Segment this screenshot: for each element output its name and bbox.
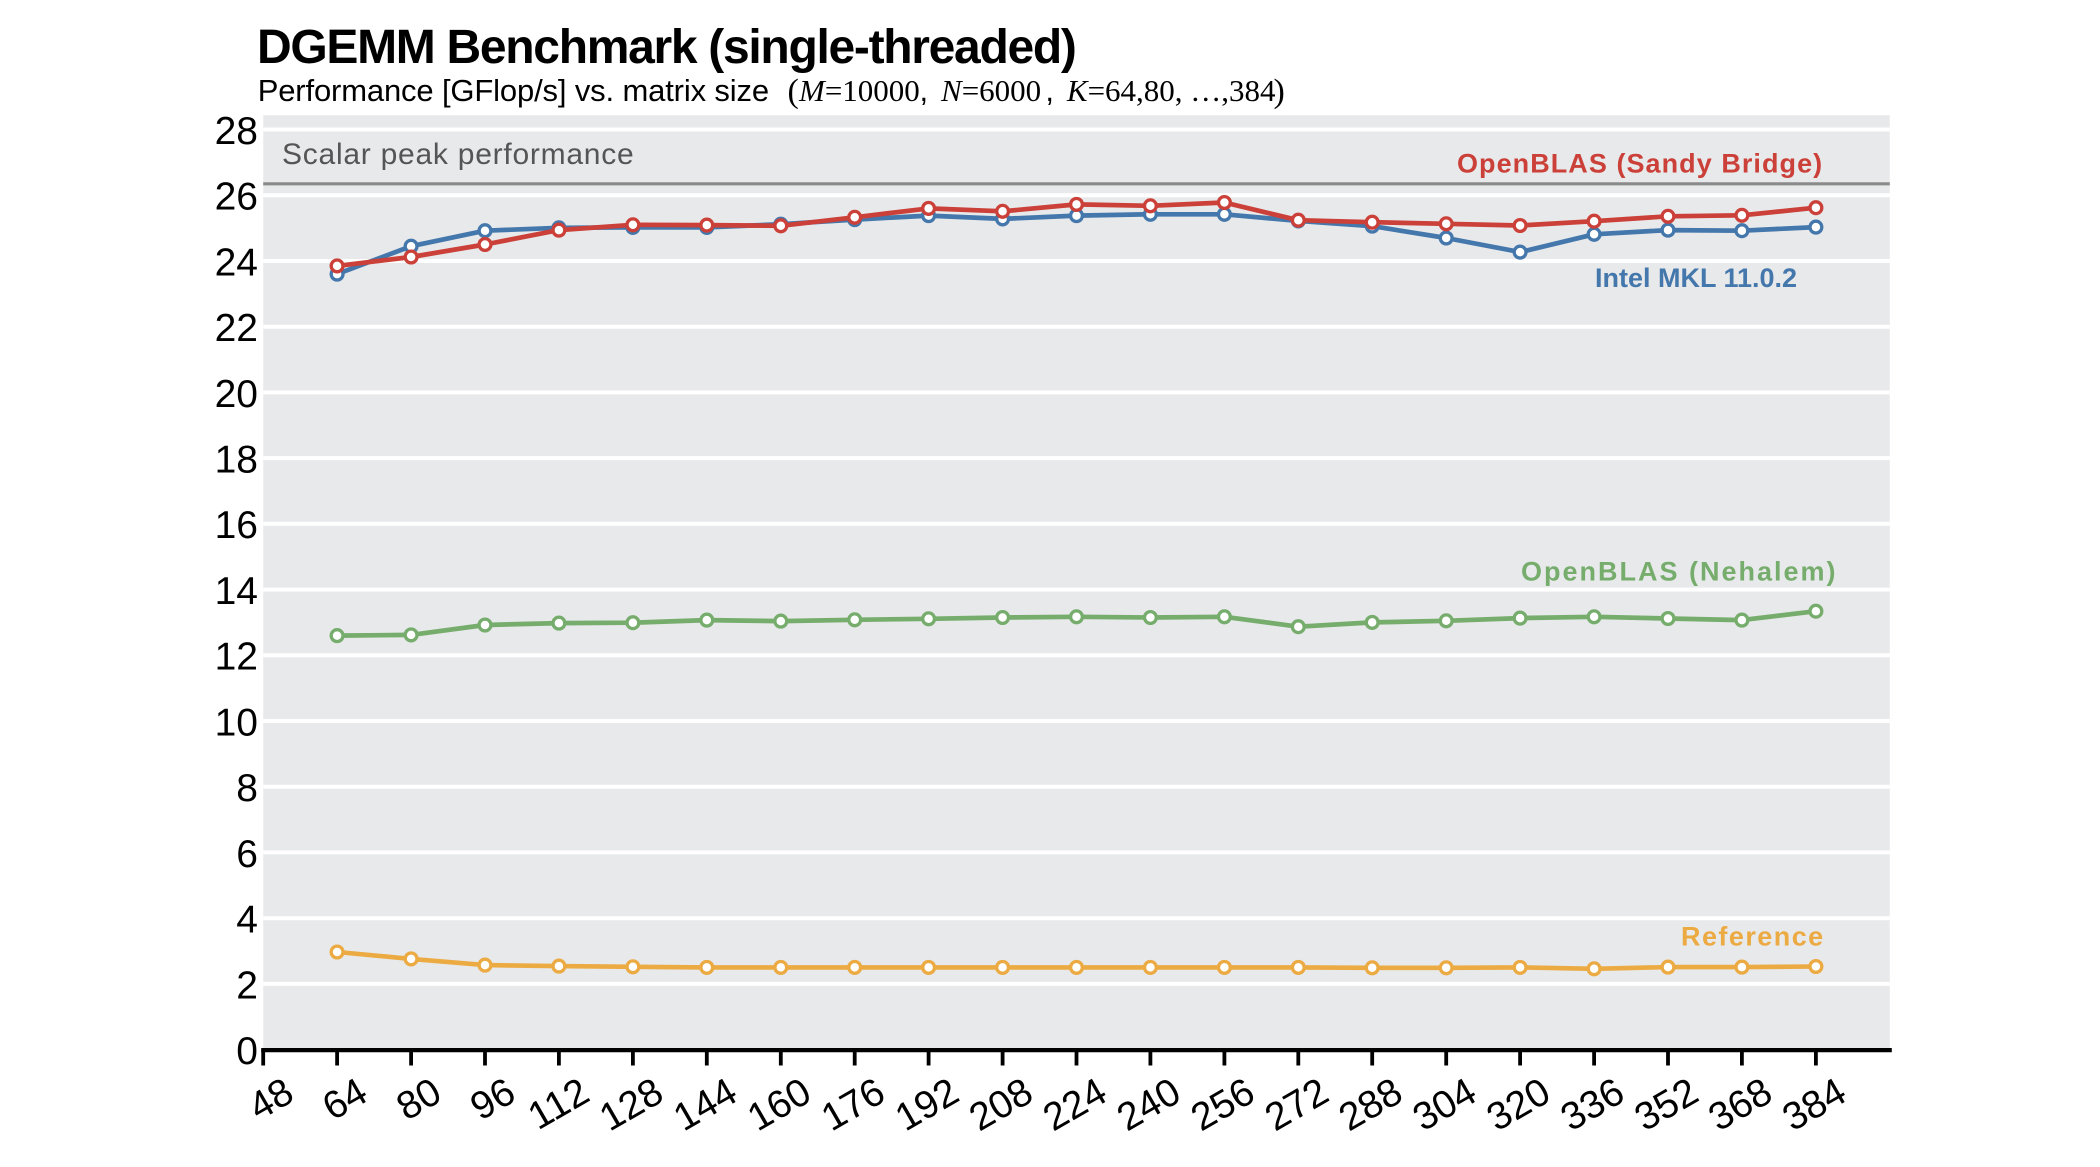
svg-text:DGEMM Benchmark (single-thread: DGEMM Benchmark (single-threaded) <box>257 21 1076 74</box>
svg-text:OpenBLAS (Sandy Bridge): OpenBLAS (Sandy Bridge) <box>1457 149 1823 179</box>
svg-text:2: 2 <box>236 964 258 1007</box>
svg-text:24: 24 <box>215 241 258 284</box>
svg-text:10: 10 <box>215 701 258 744</box>
svg-text:Performance [GFlop/s] vs. matr: Performance [GFlop/s] vs. matrix size <box>258 73 769 108</box>
svg-text:26: 26 <box>215 176 258 219</box>
svg-text:K=64,80, …,384: K=64,80, …,384 <box>1066 73 1276 108</box>
svg-text:28: 28 <box>215 110 258 153</box>
svg-text:(: ( <box>788 73 799 110</box>
svg-text:0: 0 <box>236 1030 258 1073</box>
svg-text:): ) <box>1274 73 1285 110</box>
svg-text:Intel MKL 11.0.2: Intel MKL 11.0.2 <box>1595 263 1797 293</box>
svg-text:20: 20 <box>215 373 258 416</box>
svg-text:16: 16 <box>215 504 258 547</box>
svg-text:OpenBLAS (Nehalem): OpenBLAS (Nehalem) <box>1521 556 1838 586</box>
svg-text:6: 6 <box>236 833 258 876</box>
svg-text:Reference: Reference <box>1681 922 1825 952</box>
svg-text:12: 12 <box>215 636 258 679</box>
svg-text:M=10000: M=10000 <box>798 73 920 108</box>
svg-text:14: 14 <box>215 570 258 613</box>
svg-text:22: 22 <box>215 307 258 350</box>
svg-text:Scalar peak performance: Scalar peak performance <box>282 138 634 171</box>
svg-text:,: , <box>920 73 929 108</box>
svg-text:,: , <box>1045 73 1054 108</box>
svg-text:N=6000: N=6000 <box>940 73 1041 108</box>
svg-text:4: 4 <box>236 899 258 942</box>
svg-text:18: 18 <box>215 439 258 482</box>
svg-text:8: 8 <box>236 767 258 810</box>
